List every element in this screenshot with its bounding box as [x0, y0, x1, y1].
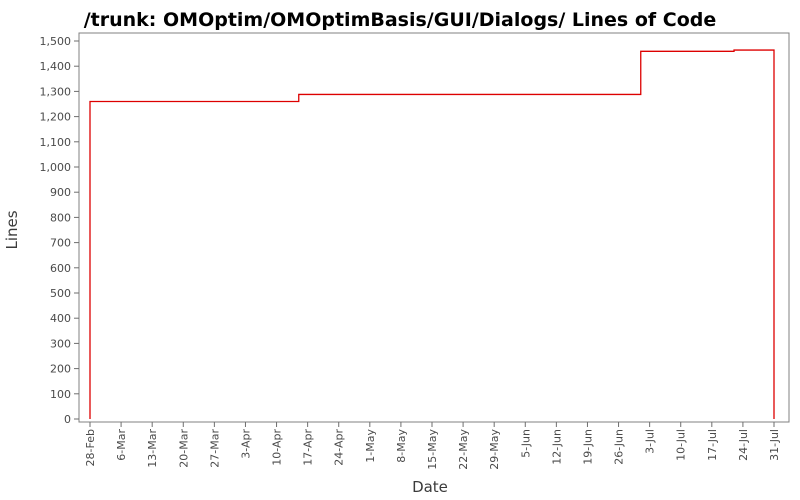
x-tick-label: 13-Mar: [146, 429, 159, 468]
x-tick-label: 10-Apr: [271, 429, 284, 466]
x-tick-label: 1-May: [364, 429, 377, 463]
x-tick-label: 17-Jul: [706, 429, 719, 461]
y-tick-label: 1,400: [40, 60, 72, 73]
x-tick-label: 8-May: [395, 429, 408, 463]
y-tick-label: 600: [50, 262, 71, 275]
y-tick-label: 200: [50, 363, 71, 376]
chart-title: /trunk: OMOptim/OMOptimBasis/GUI/Dialogs…: [84, 9, 717, 31]
y-tick-label: 100: [50, 388, 71, 401]
x-tick-label: 10-Jul: [675, 429, 688, 461]
y-tick-label: 500: [50, 287, 71, 300]
y-axis: 0 100 200 300 400 500 600 700 800 900 1,000 1,100 1,…: [40, 35, 79, 426]
y-axis-title: Lines: [3, 210, 21, 249]
x-tick-label: 5-Jun: [519, 429, 532, 458]
x-tick-label: 29-May: [488, 429, 501, 470]
x-tick-label: 12-Jun: [550, 429, 563, 465]
x-tick-label: 3-Apr: [239, 429, 252, 459]
y-tick-label: 1,000: [40, 161, 72, 174]
x-tick-label: 27-Mar: [208, 429, 221, 468]
x-tick-label: 17-Apr: [302, 429, 315, 466]
x-tick-label: 6-Mar: [115, 429, 128, 461]
y-tick-label: 1,500: [40, 35, 72, 48]
x-tick-label: 20-Mar: [177, 429, 190, 468]
plot-area: [78, 32, 790, 423]
x-tick-label: 24-Jul: [737, 429, 750, 461]
y-tick-label: 900: [50, 186, 71, 199]
x-tick-label: 24-Apr: [333, 429, 346, 466]
x-tick-label: 19-Jun: [581, 429, 594, 465]
y-tick-label: 400: [50, 312, 71, 325]
x-tick-label: 15-May: [426, 429, 439, 470]
y-tick-label: 300: [50, 337, 71, 350]
x-tick-label: 3-Jul: [644, 429, 657, 454]
x-tick-label: 22-May: [457, 429, 470, 470]
x-tick-label: 26-Jun: [613, 429, 626, 465]
loc-series-line: [89, 49, 775, 419]
x-tick-label: 31-Jul: [768, 429, 781, 461]
y-tick-label: 700: [50, 237, 71, 250]
x-tick-label: 28-Feb: [84, 429, 97, 466]
y-tick-label: 1,300: [40, 85, 72, 98]
y-tick-label: 800: [50, 211, 71, 224]
y-tick-label: 1,100: [40, 136, 72, 149]
y-tick-label: 0: [64, 413, 71, 426]
y-tick-label: 1,200: [40, 111, 72, 124]
x-axis-title: Date: [412, 478, 448, 496]
x-axis: 28-Feb 6-Mar 13-Mar 20-Mar 27-Mar 3-Apr 10-Apr…: [84, 422, 781, 470]
